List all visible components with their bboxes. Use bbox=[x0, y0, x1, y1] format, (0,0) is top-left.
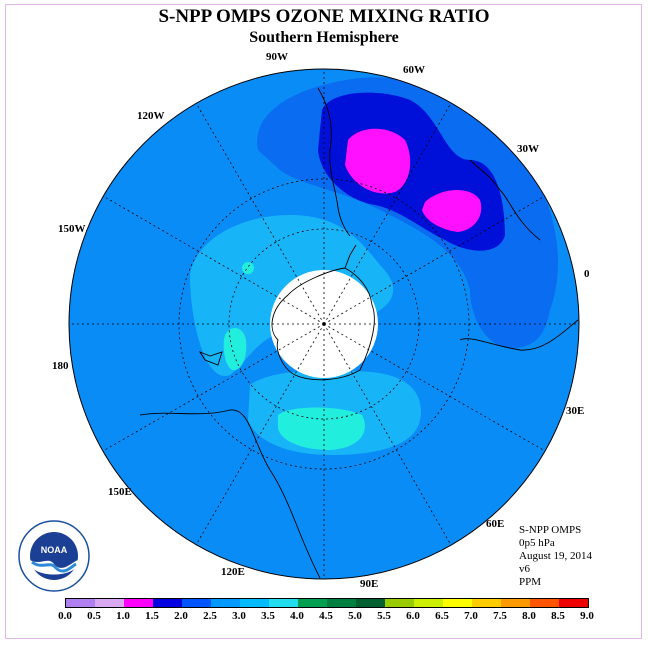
info-version: v6 bbox=[519, 563, 530, 575]
coast-africa bbox=[459, 319, 579, 351]
plot-frame bbox=[5, 4, 642, 639]
field-3p5-4p0-west bbox=[223, 328, 247, 371]
colorbar-segment bbox=[240, 599, 269, 607]
colorbar-tick-label: 1.5 bbox=[145, 610, 159, 622]
colorbar-tick-label: 6.5 bbox=[435, 610, 449, 622]
colorbar-segment bbox=[443, 599, 472, 607]
info-level: 0p5 hPa bbox=[519, 537, 555, 549]
colorbar-tick-label: 5.0 bbox=[348, 610, 362, 622]
lon-label-120w: 120W bbox=[137, 110, 165, 122]
colorbar-segment bbox=[211, 599, 240, 607]
colorbar-segment bbox=[153, 599, 182, 607]
lon-label-120e: 120E bbox=[221, 566, 245, 578]
colorbar-tick-label: 8.5 bbox=[551, 610, 565, 622]
info-panel: S-NPP OMPS 0p5 hPa August 19, 2014 v6 PP… bbox=[519, 524, 592, 589]
colorbar-tick-label: 9.0 bbox=[580, 610, 594, 622]
lon-label-30e: 30E bbox=[566, 405, 585, 417]
colorbar-segment bbox=[66, 599, 95, 607]
colorbar-segment bbox=[95, 599, 124, 607]
colorbar-tick-label: 5.5 bbox=[377, 610, 391, 622]
map-title: S-NPP OMPS OZONE MIXING RATIO bbox=[158, 6, 490, 27]
colorbar-segment bbox=[559, 599, 588, 607]
coast-new-zealand bbox=[198, 351, 223, 366]
colorbar-segment bbox=[298, 599, 327, 607]
lon-label-90w: 90W bbox=[266, 51, 288, 63]
coastlines bbox=[139, 87, 579, 579]
colorbar-tick-label: 1.0 bbox=[116, 610, 130, 622]
colorbar-segment bbox=[182, 599, 211, 607]
colorbar-segment bbox=[414, 599, 443, 607]
coast-antarctica bbox=[271, 267, 375, 381]
coast-south-atlantic bbox=[469, 159, 541, 241]
lon-label-30w: 30W bbox=[517, 143, 539, 155]
lon-label-180: 180 bbox=[52, 360, 69, 372]
noaa-logo-text: NOAA bbox=[41, 545, 68, 555]
colorbar-tick-label: 7.0 bbox=[464, 610, 478, 622]
lon-label-60e: 60E bbox=[486, 518, 505, 530]
colorbar-segment bbox=[472, 599, 501, 607]
info-date: August 19, 2014 bbox=[519, 550, 593, 562]
field-3p5-4p0-blob bbox=[242, 262, 254, 274]
colorbar-tick-label: 4.0 bbox=[290, 610, 304, 622]
colorbar-segment bbox=[501, 599, 530, 607]
colorbar-segment bbox=[327, 599, 356, 607]
map-boundary bbox=[68, 68, 580, 580]
coast-australia bbox=[139, 409, 321, 579]
noaa-logo: NOAA bbox=[18, 520, 90, 592]
colorbar-segment bbox=[356, 599, 385, 607]
graticule bbox=[69, 69, 579, 579]
info-instrument: S-NPP OMPS bbox=[519, 524, 582, 536]
colorbar bbox=[65, 598, 589, 608]
field-1p0-1p5-west bbox=[345, 128, 411, 194]
colorbar-tick-label: 4.5 bbox=[319, 610, 333, 622]
colorbar-tick-label: 2.0 bbox=[174, 610, 188, 622]
colorbar-tick-label: 6.0 bbox=[406, 610, 420, 622]
colorbar-tick-label: 3.5 bbox=[261, 610, 275, 622]
coast-south-america bbox=[317, 87, 351, 237]
lon-label-90e: 90E bbox=[360, 578, 379, 590]
colorbar-segment bbox=[385, 599, 414, 607]
map-subtitle: Southern Hemisphere bbox=[249, 29, 399, 46]
info-units: PPM bbox=[519, 576, 542, 588]
field-3p5-4p0-south bbox=[278, 407, 365, 450]
lon-label-60w: 60W bbox=[403, 64, 425, 76]
lon-label-150w: 150W bbox=[58, 223, 86, 235]
coast-antarctic-peninsula bbox=[344, 244, 357, 269]
colorbar-tick-label: 3.0 bbox=[232, 610, 246, 622]
lon-label-150e: 150E bbox=[108, 486, 132, 498]
colorbar-tick-label: 0.5 bbox=[87, 610, 101, 622]
colorbar-segment bbox=[269, 599, 298, 607]
lon-label-0: 0 bbox=[584, 268, 590, 280]
colorbar-segment bbox=[530, 599, 559, 607]
colorbar-segment bbox=[124, 599, 153, 607]
colorbar-tick-label: 0.0 bbox=[58, 610, 72, 622]
colorbar-ticks: 0.0 0.5 1.0 1.5 2.0 2.5 3.0 3.5 4.0 4.5 5.0 5.5 6.0 6… bbox=[0, 610, 648, 624]
field-1p0-1p5-east bbox=[422, 190, 482, 232]
colorbar-tick-label: 8.0 bbox=[522, 610, 536, 622]
colorbar-tick-label: 7.5 bbox=[493, 610, 507, 622]
colorbar-tick-label: 2.5 bbox=[203, 610, 217, 622]
